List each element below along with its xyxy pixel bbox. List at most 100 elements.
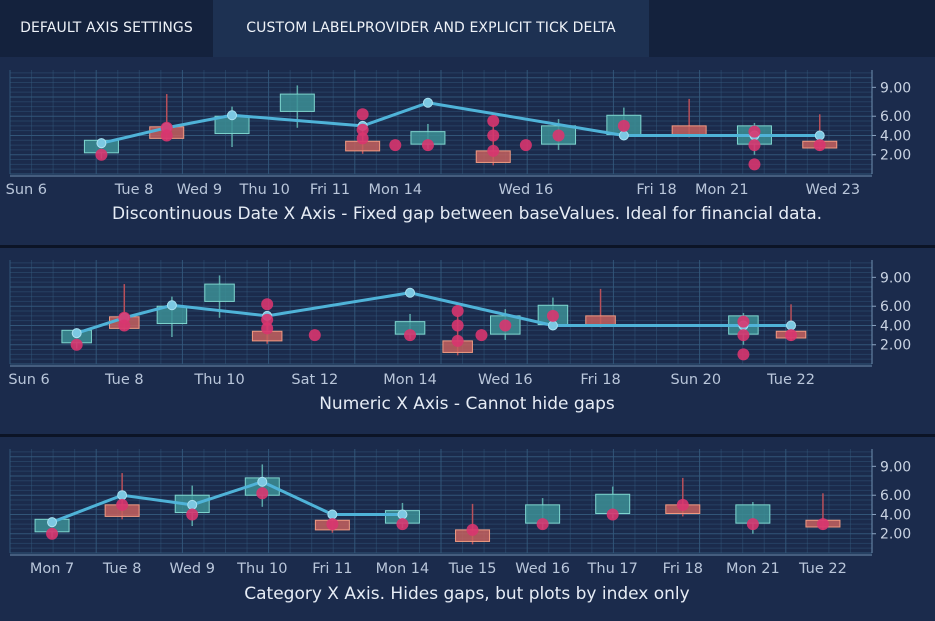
scatter-point[interactable]: [118, 319, 131, 332]
scatter-point[interactable]: [737, 315, 750, 328]
chart-numeric-axis[interactable]: 9.00 6.00 4.00 2.00 Sun 6 Tue 8 Thu 10 Sat 12 Mo…: [0, 248, 935, 434]
scatter-point[interactable]: [746, 518, 759, 531]
scatter-point[interactable]: [356, 123, 369, 136]
scatter-point[interactable]: [404, 329, 417, 342]
scatter-point[interactable]: [546, 309, 559, 322]
candle-up[interactable]: [410, 123, 446, 149]
y-tick-label: 2.00: [880, 148, 911, 164]
scatter-point[interactable]: [475, 329, 488, 342]
scatter-point[interactable]: [256, 487, 269, 500]
x-tick-label: Wed 16: [499, 182, 554, 198]
chart-panel-category: 9.00 6.00 4.00 2.00 Mon 7 Tue 8 Wed 9 Thu 10 Fri…: [0, 437, 935, 621]
x-tick-label: Mon 21: [695, 182, 749, 198]
scatter-point[interactable]: [617, 119, 630, 132]
chart-title: Category X Axis. Hides gaps, but plots b…: [244, 584, 689, 604]
scatter-point[interactable]: [606, 508, 619, 521]
x-tick-label: Wed 9: [177, 182, 222, 198]
line-point[interactable]: [405, 287, 416, 298]
line-point[interactable]: [71, 328, 82, 339]
scatter-point[interactable]: [356, 132, 369, 145]
scatter-point[interactable]: [499, 319, 512, 332]
candle-down[interactable]: [585, 288, 616, 328]
y-tick-label: 6.00: [880, 109, 911, 125]
scatter-point[interactable]: [46, 527, 59, 540]
line-point[interactable]: [786, 320, 797, 331]
line-point[interactable]: [422, 97, 433, 108]
line-series[interactable]: [101, 101, 820, 145]
x-tick-label: Tue 15: [448, 561, 497, 577]
scatter-point[interactable]: [816, 518, 829, 531]
tab-bar: DEFAULT AXIS SETTINGS CUSTOM LABELPROVID…: [0, 0, 935, 57]
chart-panel-discontinuous-date: 9.00 6.00 4.00 2.00 Sun 6 Tue 8 Wed 9 Thu 10 Fri…: [0, 57, 935, 245]
line-series[interactable]: [51, 480, 403, 524]
line-point[interactable]: [327, 509, 338, 520]
line-point[interactable]: [187, 499, 198, 510]
scatter-point[interactable]: [326, 518, 339, 531]
line-point[interactable]: [547, 320, 558, 331]
line-series[interactable]: [76, 291, 792, 335]
grid: [9, 70, 873, 175]
line-point[interactable]: [47, 517, 58, 528]
line-point[interactable]: [227, 110, 238, 121]
scatter-point[interactable]: [451, 334, 464, 347]
y-tick-label: 4.00: [880, 128, 911, 144]
line-point[interactable]: [166, 300, 177, 311]
panel-divider: [0, 434, 935, 437]
chart-category-axis[interactable]: 9.00 6.00 4.00 2.00 Mon 7 Tue 8 Wed 9 Thu 10 Fri…: [0, 437, 935, 621]
chart-discontinuous-date[interactable]: 9.00 6.00 4.00 2.00 Sun 6 Tue 8 Wed 9 Thu 10 Fri…: [0, 57, 935, 245]
scatter-point[interactable]: [536, 518, 549, 531]
scatter-point[interactable]: [186, 508, 199, 521]
scatter-point[interactable]: [356, 108, 369, 121]
x-tick-label: Mon 14: [383, 372, 437, 388]
scatter-point[interactable]: [552, 129, 565, 142]
scatter-point[interactable]: [748, 125, 761, 138]
chart-title: Numeric X Axis - Cannot hide gaps: [319, 394, 615, 414]
scatter-point[interactable]: [487, 115, 500, 128]
scatter-point[interactable]: [396, 518, 409, 531]
scatter-point[interactable]: [261, 322, 274, 335]
line-point[interactable]: [814, 130, 825, 141]
scatter-point[interactable]: [676, 498, 689, 511]
scatter-point[interactable]: [519, 139, 532, 152]
scatter-point[interactable]: [389, 139, 402, 152]
scatter-point[interactable]: [451, 305, 464, 318]
scatter-point[interactable]: [95, 148, 108, 161]
chart-title: Discontinuous Date X Axis - Fixed gap be…: [112, 204, 822, 224]
scatter-point[interactable]: [487, 144, 500, 157]
line-point[interactable]: [117, 490, 128, 501]
scatter-point[interactable]: [421, 139, 434, 152]
x-tick-label: Wed 16: [515, 561, 570, 577]
candle-down[interactable]: [671, 98, 707, 138]
scatter-point[interactable]: [748, 158, 761, 171]
scatter-point[interactable]: [261, 313, 274, 326]
line-point[interactable]: [618, 130, 629, 141]
scatter-point[interactable]: [160, 129, 173, 142]
scatter-point[interactable]: [466, 523, 479, 536]
scatter-point[interactable]: [748, 139, 761, 152]
x-tick-label: Fri 18: [580, 372, 620, 388]
x-tick-label: Wed 16: [478, 372, 533, 388]
x-tick-label: Tue 22: [798, 561, 847, 577]
scatter-point[interactable]: [116, 498, 129, 511]
scatter-point[interactable]: [487, 129, 500, 142]
tab-default-axis-settings[interactable]: DEFAULT AXIS SETTINGS: [0, 0, 213, 57]
x-tick-label: Tue 8: [102, 561, 142, 577]
candle-up[interactable]: [279, 85, 315, 128]
line-point[interactable]: [96, 138, 107, 149]
tab-custom-labelprovider[interactable]: CUSTOM LABELPROVIDER AND EXPLICIT TICK D…: [213, 0, 649, 57]
scatter-point[interactable]: [737, 329, 750, 342]
y-tick-label: 6.00: [880, 299, 911, 315]
scatter-point[interactable]: [451, 319, 464, 332]
x-tick-label: Fri 11: [312, 561, 352, 577]
x-tick-label: Sun 6: [6, 182, 47, 198]
scatter-point[interactable]: [70, 338, 83, 351]
line-point[interactable]: [257, 476, 268, 487]
scatter-point[interactable]: [785, 329, 798, 342]
scatter-point[interactable]: [261, 298, 274, 311]
chart-panel-numeric: 9.00 6.00 4.00 2.00 Sun 6 Tue 8 Thu 10 Sat 12 Mo…: [0, 248, 935, 434]
scatter-point[interactable]: [813, 139, 826, 152]
scatter-point[interactable]: [308, 329, 321, 342]
scatter-point[interactable]: [737, 348, 750, 361]
line-point[interactable]: [397, 509, 408, 520]
x-tick-label: Mon 14: [376, 561, 430, 577]
